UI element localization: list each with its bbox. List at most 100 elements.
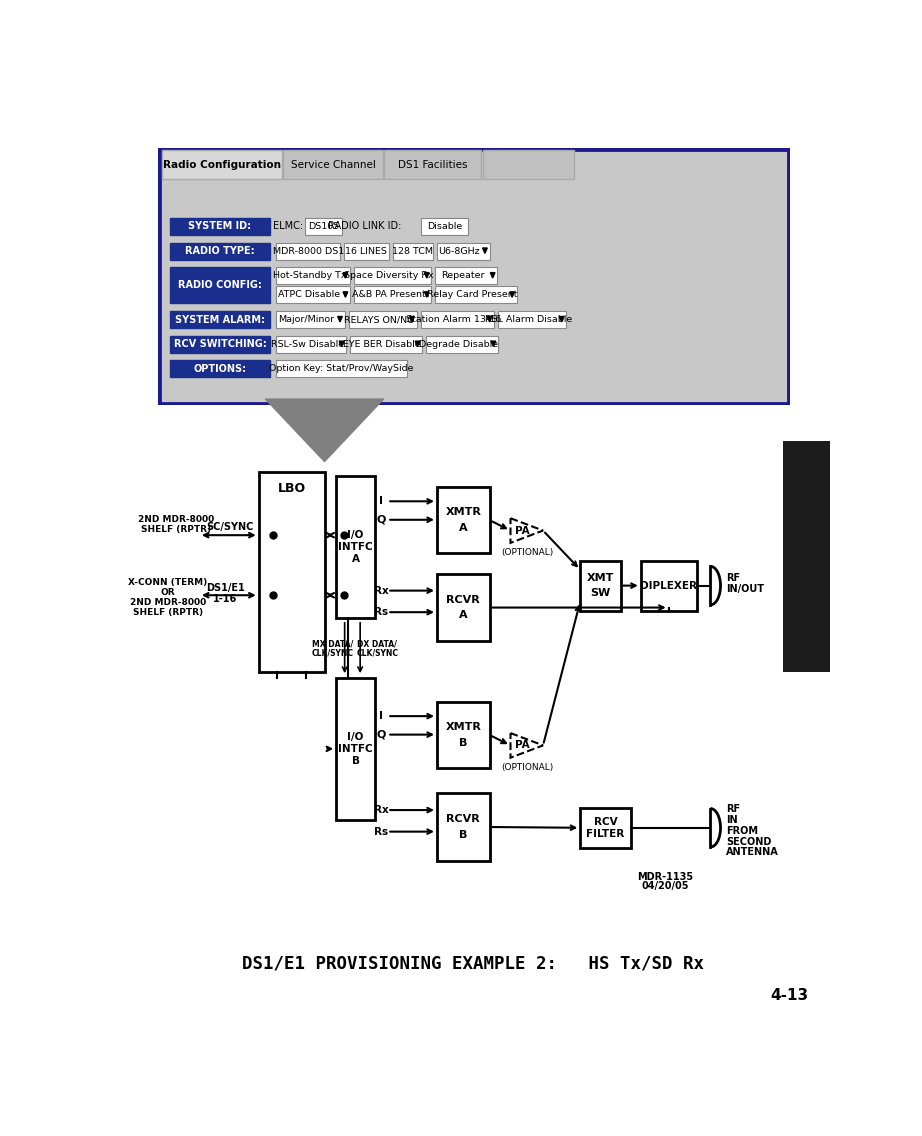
Text: Disable: Disable bbox=[427, 222, 462, 231]
Text: Rx: Rx bbox=[373, 586, 388, 595]
Text: RADIO TYPE:: RADIO TYPE: bbox=[185, 247, 254, 256]
FancyBboxPatch shape bbox=[170, 311, 270, 328]
Text: XMTR: XMTR bbox=[445, 508, 481, 518]
Text: ANTENNA: ANTENNA bbox=[726, 847, 779, 858]
FancyBboxPatch shape bbox=[350, 336, 422, 352]
Text: DS1/E1 PROVISIONING EXAMPLE 2:   HS Tx/SD Rx: DS1/E1 PROVISIONING EXAMPLE 2: HS Tx/SD … bbox=[242, 954, 703, 972]
FancyBboxPatch shape bbox=[277, 286, 350, 303]
Text: IN: IN bbox=[726, 816, 738, 825]
Text: B: B bbox=[459, 737, 467, 747]
FancyBboxPatch shape bbox=[580, 808, 631, 847]
FancyBboxPatch shape bbox=[158, 148, 790, 406]
Text: FROM: FROM bbox=[726, 826, 758, 836]
Text: RADIO CONFIG:: RADIO CONFIG: bbox=[178, 281, 262, 291]
Text: Space Diversity Rx: Space Diversity Rx bbox=[344, 272, 433, 281]
Text: OPTIONS:: OPTIONS: bbox=[194, 364, 246, 374]
Text: SW: SW bbox=[590, 588, 610, 599]
Text: 04/20/05: 04/20/05 bbox=[642, 882, 690, 892]
Text: I/O: I/O bbox=[348, 529, 363, 540]
Text: XMTR: XMTR bbox=[445, 722, 481, 733]
FancyBboxPatch shape bbox=[437, 574, 490, 642]
Text: PA: PA bbox=[514, 526, 529, 535]
FancyBboxPatch shape bbox=[580, 560, 621, 611]
Text: B: B bbox=[459, 829, 467, 840]
Text: LBO: LBO bbox=[278, 483, 305, 495]
Polygon shape bbox=[511, 733, 543, 758]
FancyBboxPatch shape bbox=[160, 150, 788, 403]
Text: (OPTIONAL): (OPTIONAL) bbox=[502, 763, 554, 772]
Polygon shape bbox=[510, 292, 514, 298]
Text: XMT: XMT bbox=[586, 573, 614, 583]
Text: (OPTIONAL): (OPTIONAL) bbox=[502, 549, 554, 558]
FancyBboxPatch shape bbox=[337, 476, 375, 618]
FancyBboxPatch shape bbox=[344, 243, 389, 259]
Text: U6-8GHz: U6-8GHz bbox=[439, 247, 480, 256]
FancyBboxPatch shape bbox=[354, 286, 431, 303]
FancyBboxPatch shape bbox=[277, 243, 340, 259]
FancyBboxPatch shape bbox=[277, 360, 407, 377]
Text: Service Channel: Service Channel bbox=[290, 160, 375, 169]
Text: MX DATA/: MX DATA/ bbox=[312, 640, 353, 649]
Text: IN/OUT: IN/OUT bbox=[726, 584, 764, 594]
Text: B: B bbox=[351, 757, 360, 766]
FancyBboxPatch shape bbox=[437, 793, 490, 861]
Text: OR: OR bbox=[160, 588, 175, 598]
Text: RCV SWITCHING:: RCV SWITCHING: bbox=[173, 340, 266, 349]
Text: 128 TCM: 128 TCM bbox=[393, 247, 433, 256]
Text: SECOND: SECOND bbox=[726, 836, 772, 846]
FancyArrowPatch shape bbox=[266, 399, 384, 461]
FancyBboxPatch shape bbox=[170, 218, 270, 235]
Text: I/O: I/O bbox=[348, 732, 363, 742]
Text: MDR-8000 DS1: MDR-8000 DS1 bbox=[273, 247, 344, 256]
Polygon shape bbox=[482, 248, 487, 253]
Text: PA: PA bbox=[514, 741, 529, 751]
FancyBboxPatch shape bbox=[784, 441, 830, 673]
Polygon shape bbox=[339, 341, 344, 346]
Text: RF: RF bbox=[726, 804, 740, 815]
Text: 16 LINES: 16 LINES bbox=[346, 247, 387, 256]
Text: DS105: DS105 bbox=[308, 222, 339, 231]
Text: DIPLEXER: DIPLEXER bbox=[640, 580, 697, 591]
FancyBboxPatch shape bbox=[482, 150, 574, 179]
Polygon shape bbox=[424, 292, 429, 298]
Text: Hot-Standby Tx: Hot-Standby Tx bbox=[273, 272, 346, 281]
Polygon shape bbox=[343, 273, 348, 278]
Text: SYSTEM ALARM:: SYSTEM ALARM: bbox=[175, 315, 265, 325]
Text: SHELF (RPTR): SHELF (RPTR) bbox=[133, 609, 203, 618]
FancyBboxPatch shape bbox=[305, 218, 342, 235]
Text: CLK/SYNC: CLK/SYNC bbox=[312, 649, 353, 657]
FancyBboxPatch shape bbox=[437, 243, 490, 259]
Text: X-CONN (TERM): X-CONN (TERM) bbox=[128, 578, 207, 587]
FancyBboxPatch shape bbox=[259, 473, 325, 673]
Polygon shape bbox=[337, 317, 342, 321]
Text: RADIO LINK ID:: RADIO LINK ID: bbox=[328, 222, 401, 232]
FancyBboxPatch shape bbox=[354, 267, 431, 284]
Text: RCVR: RCVR bbox=[446, 595, 480, 604]
FancyBboxPatch shape bbox=[435, 267, 497, 284]
Text: DS1 Facilities: DS1 Facilities bbox=[398, 160, 467, 169]
Polygon shape bbox=[491, 273, 495, 278]
Text: MDR-1135: MDR-1135 bbox=[637, 872, 693, 882]
Text: Rx: Rx bbox=[373, 805, 388, 815]
Text: RSL Alarm Disable: RSL Alarm Disable bbox=[485, 315, 572, 324]
Text: Q: Q bbox=[376, 729, 385, 740]
Text: A: A bbox=[459, 523, 467, 533]
Text: ELMC:: ELMC: bbox=[273, 222, 303, 232]
Text: INTFC: INTFC bbox=[338, 744, 372, 754]
Polygon shape bbox=[343, 292, 348, 298]
Text: SC/SYNC: SC/SYNC bbox=[207, 523, 254, 533]
Text: RF: RF bbox=[726, 573, 740, 583]
Text: SYSTEM ID:: SYSTEM ID: bbox=[188, 222, 252, 232]
Text: Major/Minor: Major/Minor bbox=[278, 315, 335, 324]
Text: RSL-Sw Disable: RSL-Sw Disable bbox=[271, 340, 344, 349]
Text: DS1/E1: DS1/E1 bbox=[206, 583, 244, 593]
Text: Relay Card Present: Relay Card Present bbox=[427, 291, 517, 300]
Polygon shape bbox=[491, 341, 496, 346]
Text: Repeater: Repeater bbox=[441, 272, 484, 281]
Polygon shape bbox=[415, 341, 420, 346]
FancyBboxPatch shape bbox=[641, 560, 696, 611]
Text: 1-16: 1-16 bbox=[213, 594, 238, 604]
Text: FILTER: FILTER bbox=[586, 829, 624, 840]
FancyBboxPatch shape bbox=[421, 218, 467, 235]
Text: Rs: Rs bbox=[374, 827, 388, 836]
